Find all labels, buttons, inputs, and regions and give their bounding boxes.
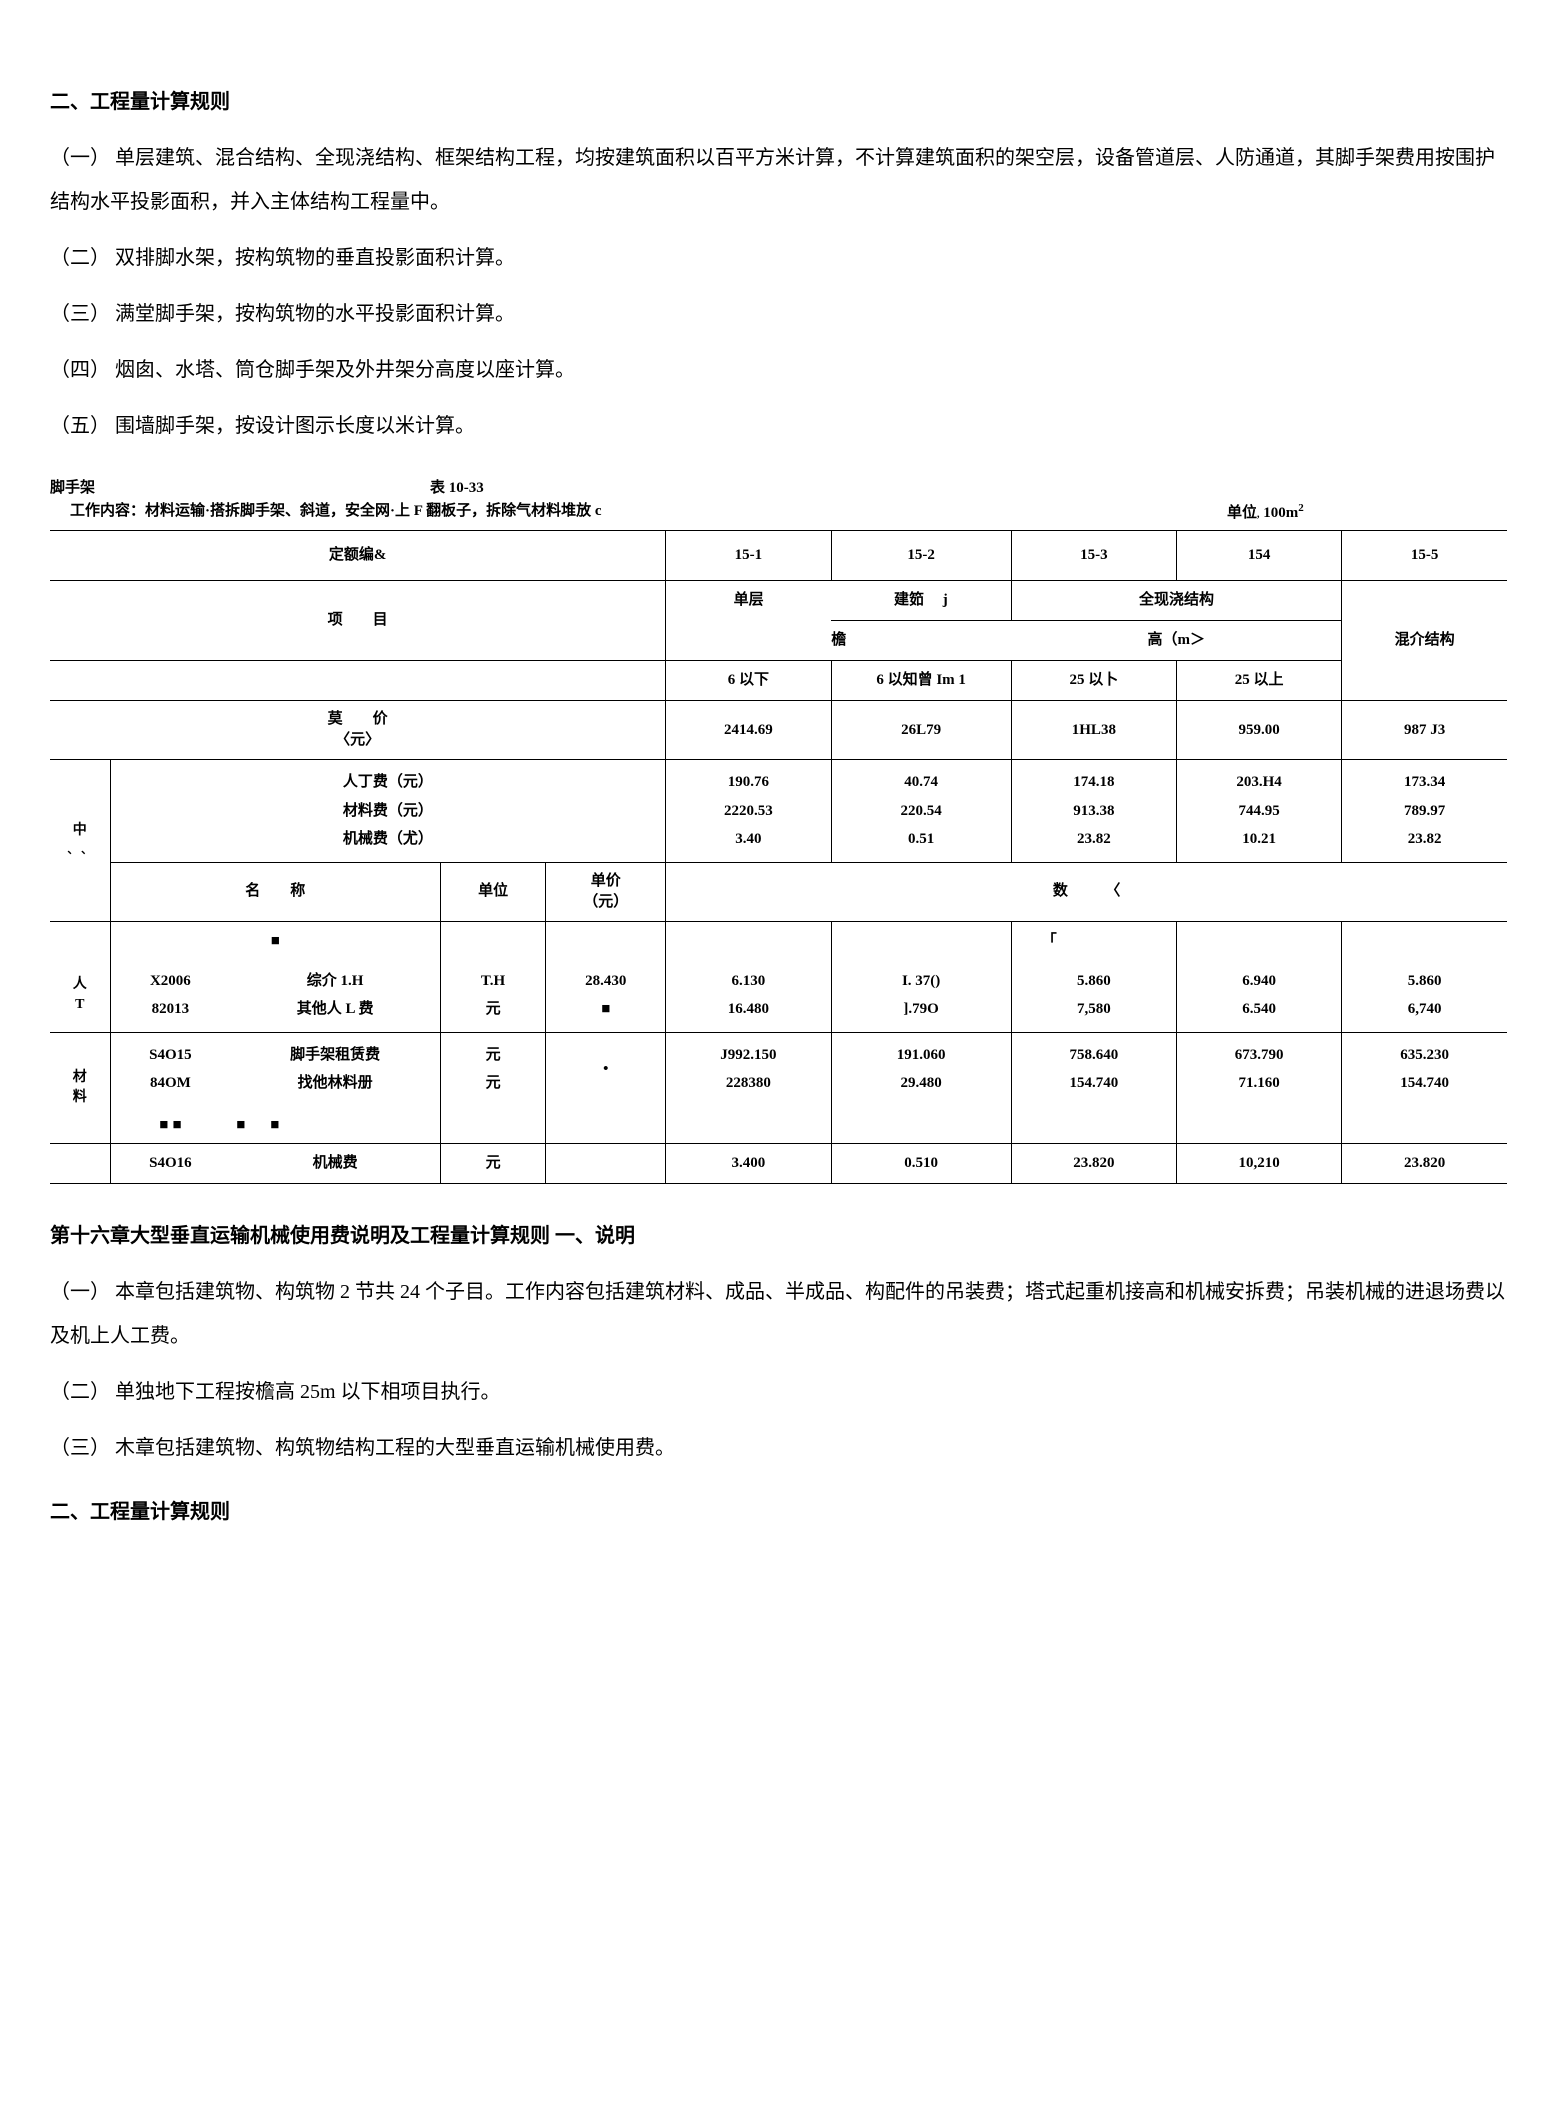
base-price-label: 莫 价 〈元〉 <box>50 701 666 760</box>
unit-price-label: 单价 （元） <box>546 862 666 921</box>
table-10-33: 脚手架 表 10-33 工作内容：材料运输·搭拆脚手架、斜道，安全网·上 F 翻… <box>50 478 1507 1184</box>
mech-v1: 3.400 <box>666 1143 831 1183</box>
mat-v4: 673.79071.160 <box>1176 1032 1341 1106</box>
mat-sq-1: ■ ■ <box>110 1106 230 1144</box>
subh-1: 6 以下 <box>666 661 831 701</box>
mech-code: S4O16 <box>110 1143 230 1183</box>
fee-col-5: 173.34789.9723.82 <box>1342 760 1507 863</box>
mat-sq-2: ■ ■ <box>230 1106 440 1144</box>
mech-name: 机械费 <box>230 1143 440 1183</box>
sq-marker-2: 「 <box>1011 921 1176 959</box>
paragraph-4: （四） 烟囱、水塔、筒仓脚手架及外井架分高度以座计算。 <box>50 348 1507 392</box>
material-section-label: 材 料 <box>50 1032 110 1143</box>
sq-marker-1: ■ <box>110 921 440 959</box>
mid-label: 中、 、 <box>50 760 110 922</box>
labor-v1: 6.13016.480 <box>666 959 831 1033</box>
labor-section-label: 人 T <box>50 959 110 1033</box>
hdr-yan: 檐 <box>666 621 1011 661</box>
base-4: 959.00 <box>1176 701 1341 760</box>
paragraph-3: （三） 满堂脚手架，按构筑物的水平投影面积计算。 <box>50 292 1507 336</box>
mat-v2: 191.06029.480 <box>831 1032 1011 1106</box>
fee-col-2: 40.74220.540.51 <box>831 760 1011 863</box>
paragraph-1: （一） 单层建筑、混合结构、全现浇结构、框架结构工程，均按建筑面积以百平方米计算… <box>50 136 1507 224</box>
labor-names: 综介 1.H其他人 L 费 <box>230 959 440 1033</box>
hdr-jianzhu: 建筎 j <box>831 581 1011 621</box>
fee-col-4: 203.H4744.9510.21 <box>1176 760 1341 863</box>
mech-v4: 10,210 <box>1176 1143 1341 1183</box>
labor-v4: 6.9406.540 <box>1176 959 1341 1033</box>
labor-units: T.H元 <box>441 959 546 1033</box>
paragraph-6: （一） 本章包括建筑物、构筑物 2 节共 24 个子目。工作内容包括建筑材料、成… <box>50 1270 1507 1358</box>
qty-label: 数 〈 <box>666 862 1507 921</box>
mat-names: 脚手架租赁费找他林料册 <box>230 1032 440 1106</box>
subh-4: 25 以上 <box>1176 661 1341 701</box>
paragraph-7: （二） 单独地下工程按檐高 25m 以下相项目执行。 <box>50 1370 1507 1414</box>
project-label: 项 目 <box>50 581 666 661</box>
labor-v5: 5.8606,740 <box>1342 959 1507 1033</box>
fee-labels: 人丁费（元） 材料费（元） 机械费（尤） <box>110 760 666 863</box>
paragraph-8: （三） 木章包括建筑物、构筑物结构工程的大型垂直运输机械使用费。 <box>50 1426 1507 1470</box>
base-5: 987 J3 <box>1342 701 1507 760</box>
table-caption-left: 脚手架 <box>50 478 430 499</box>
labor-v2: I. 37()].79O <box>831 959 1011 1033</box>
section-heading-2: 第十六章大型垂直运输机械使用费说明及工程量计算规则 一、说明 <box>50 1214 1507 1258</box>
quota-1: 15-1 <box>666 531 831 581</box>
mat-codes: S4O1584OM <box>110 1032 230 1106</box>
labor-codes: X200682013 <box>110 959 230 1033</box>
data-table: 定额编& 15-1 15-2 15-3 154 15-5 项 目 单层 建筎 j… <box>50 530 1507 1184</box>
subh-2: 6 以知曾 Im 1 <box>831 661 1011 701</box>
fee-col-1: 190.762220.533.40 <box>666 760 831 863</box>
section-heading-3: 二、工程量计算规则 <box>50 1490 1507 1534</box>
table-work-content: 工作内容：材料运输·搭拆脚手架、斜道，安全网·上 F 翻板子，拆除气材料堆放 c <box>50 501 1227 524</box>
name-label: 名 称 <box>110 862 440 921</box>
quota-3: 15-3 <box>1011 531 1176 581</box>
mat-uprice: • <box>546 1032 666 1106</box>
quota-label: 定额编& <box>50 531 666 581</box>
labor-v3: 5.8607,580 <box>1011 959 1176 1033</box>
paragraph-2: （二） 双排脚水架，按构筑物的垂直投影面积计算。 <box>50 236 1507 280</box>
mech-v3: 23.820 <box>1011 1143 1176 1183</box>
table-caption-center: 表 10-33 <box>430 478 1507 499</box>
base-2: 26L79 <box>831 701 1011 760</box>
mech-v2: 0.510 <box>831 1143 1011 1183</box>
mat-v3: 758.640154.740 <box>1011 1032 1176 1106</box>
hdr-single: 单层 <box>666 581 831 621</box>
unit-label: 单位 <box>441 862 546 921</box>
labor-uprice: 28.430■ <box>546 959 666 1033</box>
hdr-gao: 高（m＞ <box>1011 621 1341 661</box>
section-heading-1: 二、工程量计算规则 <box>50 80 1507 124</box>
paragraph-5: （五） 围墙脚手架，按设计图示长度以米计算。 <box>50 404 1507 448</box>
mat-units: 元元 <box>441 1032 546 1106</box>
quota-4: 154 <box>1176 531 1341 581</box>
quota-5: 15-5 <box>1342 531 1507 581</box>
table-unit: 单位, 100m2 <box>1227 501 1507 524</box>
quota-2: 15-2 <box>831 531 1011 581</box>
mat-v5: 635.230154.740 <box>1342 1032 1507 1106</box>
hdr-full-cast: 全现浇结构 <box>1011 581 1341 621</box>
base-3: 1HL38 <box>1011 701 1176 760</box>
fee-col-3: 174.18913.3823.82 <box>1011 760 1176 863</box>
subh-3: 25 以卜 <box>1011 661 1176 701</box>
base-1: 2414.69 <box>666 701 831 760</box>
hdr-mixed: 混介结构 <box>1342 581 1507 701</box>
mech-v5: 23.820 <box>1342 1143 1507 1183</box>
mech-unit: 元 <box>441 1143 546 1183</box>
mat-v1: J992.150228380 <box>666 1032 831 1106</box>
